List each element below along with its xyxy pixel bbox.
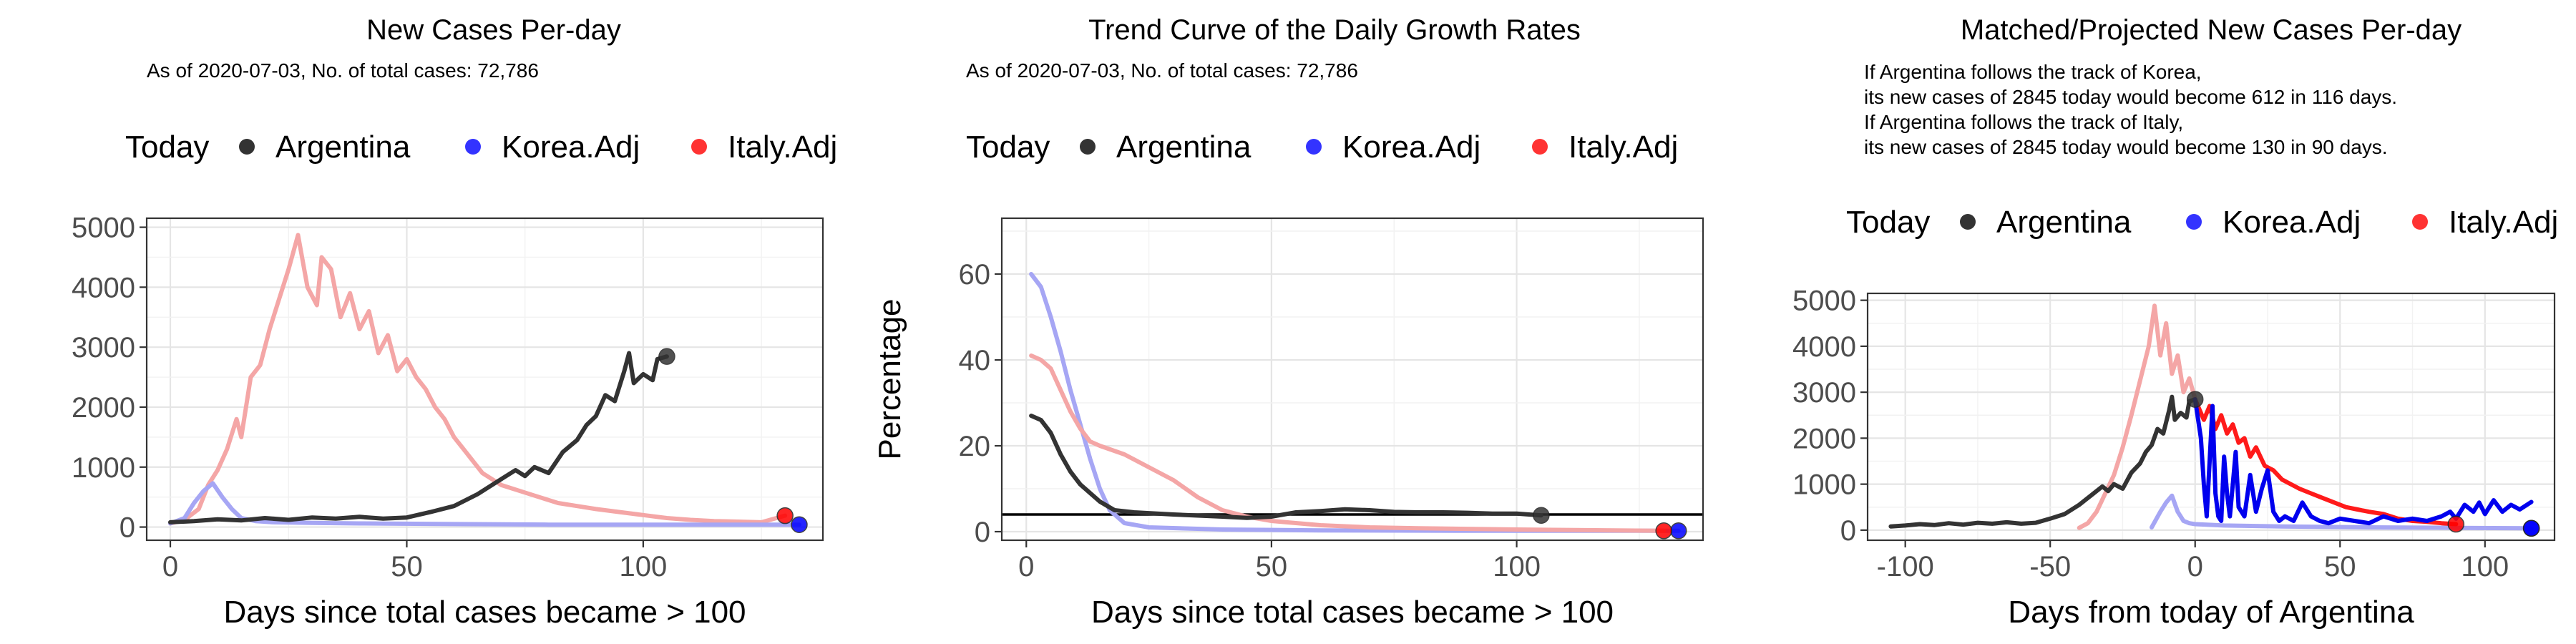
chart-subtitle-line: its new cases of 2845 today would become… [1864,86,2397,108]
legend: Today Argentina Korea.Adj Italy.Adj [125,130,837,165]
plot-frame [145,217,824,542]
series-line [1029,353,1667,533]
legend: Today Argentina Korea.Adj Italy.Adj [966,130,1678,165]
legend-key-dot [239,139,255,155]
legend-entry-label: Italy.Adj [1568,130,1678,165]
series-line [1029,272,1681,533]
legend-title: Today [125,130,209,165]
x-tick-label: -100 [1877,551,1934,582]
y-tick-label: 5000 [72,213,135,244]
chart-title: Trend Curve of the Daily Growth Rates [1088,14,1581,46]
legend-entry-label: Korea.Adj [502,130,640,165]
x-axis-title: Days from today of Argentina [2008,595,2414,630]
x-axis-title: Days since total cases became > 100 [1091,595,1614,630]
y-tick-label: 4000 [1792,331,1856,363]
legend-key-dot [2412,214,2428,230]
y-tick-label: 3000 [1792,377,1856,409]
series-endpoint [1533,507,1550,524]
chart-title: Matched/Projected New Cases Per-day [1961,14,2462,46]
legend-key-dot [2186,214,2202,230]
chart-subtitle-line: As of 2020-07-03, No. of total cases: 72… [966,59,1358,82]
y-tick-label: 5000 [1792,286,1856,317]
chart-subtitle-line: its new cases of 2845 today would become… [1864,136,2388,158]
chart-subtitle-line: As of 2020-07-03, No. of total cases: 72… [147,59,539,82]
series-endpoint [2447,515,2465,533]
x-tick-label: 100 [620,551,668,582]
legend-key-dot [1960,214,1976,230]
y-tick-label: 60 [959,259,991,291]
legend-entry-label: Italy.Adj [2449,205,2558,240]
x-axis-title: Days since total cases became > 100 [223,595,746,630]
y-tick-label: 1000 [72,452,135,484]
plot-frame [1000,217,1704,542]
y-tick-label: 0 [119,512,135,544]
grid [1868,293,2555,540]
series-line [168,351,669,525]
y-tick-label: 2000 [1792,423,1856,454]
series-line [2192,397,2459,527]
legend-entry-label: Korea.Adj [1342,130,1480,165]
legend-entry-label: Italy.Adj [728,130,837,165]
series-endpoint [776,507,794,525]
legend-key-dot [691,139,707,155]
x-tick-label: 100 [2461,551,2509,582]
chart-panel-3: Matched/Projected New Cases Per-day If Ar… [1792,14,2558,630]
chart-subtitle-line: If Argentina follows the track of Korea, [1864,61,2202,83]
legend-entry-label: Argentina [1996,205,2132,240]
legend-entry-label: Argentina [1116,130,1252,165]
series-endpoint [1669,522,1687,540]
x-tick-label: 100 [1493,551,1541,582]
y-tick-label: 4000 [72,272,135,303]
series-line [1029,414,1543,520]
series-endpoint [2186,391,2204,408]
y-tick-label: 0 [975,517,990,548]
series-line [2077,303,2197,530]
grid [1002,218,1703,540]
y-tick-label: 40 [959,345,991,376]
series-line [1888,394,2197,529]
y-axis-title: Percentage [872,298,907,459]
chart-subtitle-line: If Argentina follows the track of Italy, [1864,111,2183,133]
series-line [2192,397,2534,526]
legend-key-dot [1080,139,1096,155]
grid [147,218,823,540]
series-line [168,233,788,526]
legend-title: Today [1846,205,1930,240]
legend: Today Argentina Korea.Adj Italy.Adj [1846,205,2558,240]
y-tick-label: 20 [959,431,991,462]
x-tick-label: 0 [2187,551,2203,582]
x-tick-label: 0 [1018,551,1034,582]
chart-title: New Cases Per-day [366,14,621,46]
chart-panel-2: Trend Curve of the Daily Growth Rates As … [872,14,1704,630]
y-tick-label: 2000 [72,392,135,424]
chart-panel-1: New Cases Per-day As of 2020-07-03, No. o… [72,14,837,630]
legend-title: Today [966,130,1050,165]
series-endpoint [791,516,808,533]
series-endpoint [2522,519,2540,537]
y-tick-label: 1000 [1792,469,1856,501]
legend-key-dot [1306,139,1322,155]
legend-entry-label: Korea.Adj [2223,205,2361,240]
legend-entry-label: Argentina [275,130,411,165]
x-tick-label: 50 [2324,551,2356,582]
x-tick-label: 50 [391,551,423,582]
legend-key-dot [465,139,481,155]
series-endpoint [658,348,675,365]
series-endpoint [1655,522,1672,540]
x-tick-label: 0 [162,551,178,582]
y-tick-label: 3000 [72,332,135,364]
x-tick-label: 50 [1256,551,1288,582]
legend-key-dot [1532,139,1548,155]
y-tick-label: 0 [1840,515,1856,547]
x-tick-label: -50 [2029,551,2071,582]
plot-frame [1866,292,2556,542]
series-line [2150,493,2534,531]
